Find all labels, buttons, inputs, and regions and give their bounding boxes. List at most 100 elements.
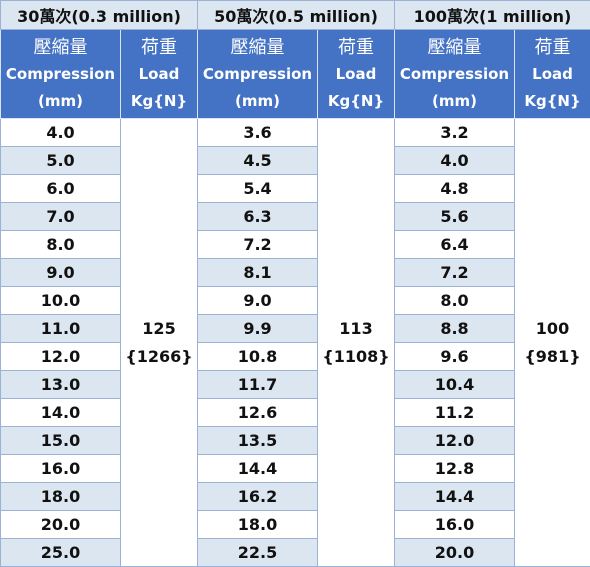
load-header-0: 荷重 Load Kg{N} [121,30,198,119]
compression-cell: 25.0 [1,539,121,567]
compression-cell: 4.0 [395,147,515,175]
table-row: 12.0 10.8 9.6 [1,343,590,371]
compression-header-unit: (mm) [198,88,317,115]
group-title-row: 30萬次(0.3 million) 50萬次(0.5 million) 100萬… [1,1,590,30]
compression-header-2: 壓縮量 Compression (mm) [395,30,515,119]
compression-header-unit: (mm) [1,88,120,115]
group-title-0: 30萬次(0.3 million) [1,1,198,30]
load-header-en: Load [121,61,197,88]
compression-cell: 16.2 [198,483,318,511]
load-header-en: Load [318,61,394,88]
compression-header-0: 壓縮量 Compression (mm) [1,30,121,119]
load-newton-value: {1108} [318,343,394,371]
compression-cell: 10.8 [198,343,318,371]
compression-cell: 20.0 [395,539,515,567]
table-row: 10.0 9.0 8.0 [1,287,590,315]
load-kg-value: 113 [318,315,394,343]
compression-cell: 14.4 [198,455,318,483]
compression-cell: 7.2 [198,231,318,259]
load-header-unit: Kg{N} [318,88,394,115]
table-row: 8.0 7.2 6.4 [1,231,590,259]
table-row: 13.0 11.7 10.4 [1,371,590,399]
group-title-1: 50萬次(0.5 million) [198,1,395,30]
table-row: 14.0 12.6 11.2 [1,399,590,427]
table-row: 20.0 18.0 16.0 [1,511,590,539]
load-kg-value: 125 [121,315,197,343]
compression-header-1: 壓縮量 Compression (mm) [198,30,318,119]
table-row: 7.0 6.3 5.6 [1,203,590,231]
compression-cell: 16.0 [395,511,515,539]
load-header-2: 荷重 Load Kg{N} [515,30,590,119]
compression-cell: 6.0 [1,175,121,203]
load-header-en: Load [515,61,590,88]
compression-cell: 8.1 [198,259,318,287]
table-row: 25.0 22.5 20.0 [1,539,590,567]
table-row: 5.0 4.5 4.0 [1,147,590,175]
load-header-cjk: 荷重 [121,34,197,61]
compression-cell: 4.8 [395,175,515,203]
compression-cell: 16.0 [1,455,121,483]
compression-cell: 5.0 [1,147,121,175]
compression-header-unit: (mm) [395,88,514,115]
load-cell: 113{1108} [318,119,395,567]
compression-cell: 10.0 [1,287,121,315]
compression-header-en: Compression [1,61,120,88]
compression-cell: 8.0 [1,231,121,259]
compression-cell: 10.4 [395,371,515,399]
compression-header-cjk: 壓縮量 [395,34,514,61]
compression-cell: 11.7 [198,371,318,399]
compression-cell: 4.5 [198,147,318,175]
compression-cell: 22.5 [198,539,318,567]
compression-cell: 12.6 [198,399,318,427]
compression-cell: 18.0 [1,483,121,511]
compression-cell: 5.6 [395,203,515,231]
compression-cell: 5.4 [198,175,318,203]
load-newton-value: {981} [515,343,590,371]
compression-cell: 6.3 [198,203,318,231]
compression-cell: 3.2 [395,119,515,147]
compression-cell: 3.6 [198,119,318,147]
compression-cell: 11.2 [395,399,515,427]
table-row: 11.0 9.9 8.8 [1,315,590,343]
compression-cell: 6.4 [395,231,515,259]
compression-cell: 11.0 [1,315,121,343]
compression-cell: 9.6 [395,343,515,371]
compression-cell: 12.0 [395,427,515,455]
compression-header-en: Compression [395,61,514,88]
compression-cell: 9.9 [198,315,318,343]
load-header-unit: Kg{N} [121,88,197,115]
compression-cell: 20.0 [1,511,121,539]
compression-cell: 4.0 [1,119,121,147]
load-header-cjk: 荷重 [318,34,394,61]
compression-header-en: Compression [198,61,317,88]
compression-cell: 7.2 [395,259,515,287]
load-header-unit: Kg{N} [515,88,590,115]
compression-cell: 12.0 [1,343,121,371]
compression-header-cjk: 壓縮量 [198,34,317,61]
compression-cell: 18.0 [198,511,318,539]
load-header-cjk: 荷重 [515,34,590,61]
load-cell: 125{1266} [121,119,198,567]
table-row: 18.0 16.2 14.4 [1,483,590,511]
load-kg-value: 100 [515,315,590,343]
compression-cell: 13.5 [198,427,318,455]
compression-cell: 8.0 [395,287,515,315]
group-title-2: 100萬次(1 million) [395,1,590,30]
load-cell: 100{981} [515,119,590,567]
compression-cell: 14.4 [395,483,515,511]
compression-cell: 9.0 [1,259,121,287]
compression-cell: 8.8 [395,315,515,343]
compression-header-cjk: 壓縮量 [1,34,120,61]
column-header-row: 壓縮量 Compression (mm) 荷重 Load Kg{N} 壓縮量 C… [1,30,590,119]
compression-cell: 9.0 [198,287,318,315]
compression-cell: 7.0 [1,203,121,231]
table-row: 6.0 5.4 4.8 [1,175,590,203]
compression-cell: 13.0 [1,371,121,399]
table-row: 9.0 8.1 7.2 [1,259,590,287]
compression-cell: 14.0 [1,399,121,427]
